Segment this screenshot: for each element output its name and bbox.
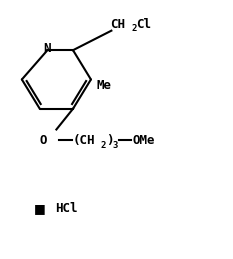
Text: Me: Me	[96, 79, 111, 92]
Text: CH: CH	[110, 18, 125, 31]
Text: 2: 2	[131, 24, 137, 33]
Text: OMe: OMe	[132, 134, 155, 147]
Text: 2: 2	[101, 141, 106, 150]
Text: (CH: (CH	[73, 134, 96, 147]
Text: 3: 3	[112, 141, 117, 150]
Text: ■: ■	[34, 202, 46, 215]
Text: Cl: Cl	[136, 18, 151, 31]
Text: ): )	[106, 134, 113, 147]
Text: HCl: HCl	[55, 202, 78, 215]
Text: N: N	[44, 42, 51, 55]
Text: O: O	[40, 134, 47, 147]
